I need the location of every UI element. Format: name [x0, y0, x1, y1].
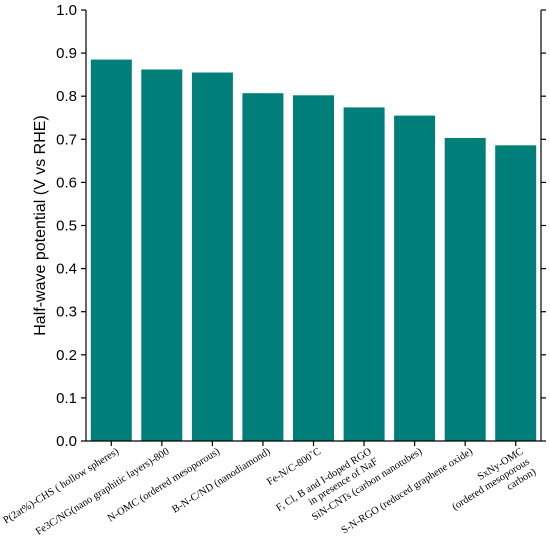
y-tick-label-1: 0.1	[56, 390, 77, 407]
y-tick-label-5: 0.5	[56, 218, 77, 235]
y-tick-label-0: 0.0	[56, 433, 77, 450]
y-tick-label-6: 0.6	[56, 174, 77, 191]
bar-6	[343, 107, 385, 442]
bar-4	[242, 93, 284, 441]
bar-5	[293, 95, 334, 442]
y-tick-label-7: 0.7	[56, 131, 77, 148]
y-tick-label-9: 0.9	[56, 45, 77, 62]
x-category-label-line: F, Cl, B and I-doped RGO	[274, 446, 374, 514]
bar-1	[90, 59, 132, 441]
y-tick-label-4: 0.4	[56, 261, 77, 278]
y-tick-label-3: 0.3	[56, 304, 77, 321]
y-tick-label-8: 0.8	[56, 88, 77, 105]
y-ticks-group: 0.0 0.1 0.2 0.3 0.4 0.5 0.6 0.7 0.8 0.9 1.0	[56, 2, 546, 450]
bars-group	[90, 59, 537, 442]
bar-3	[191, 72, 233, 441]
bar-7	[394, 115, 436, 441]
bar-2	[141, 69, 183, 441]
x-labels-group: P(2at%)-CHS ( hollow spheres)Fe3C/NG(nan…	[2, 441, 538, 538]
bar-8	[444, 138, 486, 441]
y-tick-label-2: 0.2	[56, 347, 77, 364]
y-axis-label: Half-wave potential (V vs RHE)	[32, 115, 49, 336]
x-category-label-4: B-N-C/ND (nanodiamond)	[170, 446, 272, 516]
x-category-label-line: B-N-C/ND (nanodiamond)	[170, 446, 272, 516]
bar-9	[495, 145, 537, 442]
y-tick-label-10: 1.0	[56, 2, 77, 19]
